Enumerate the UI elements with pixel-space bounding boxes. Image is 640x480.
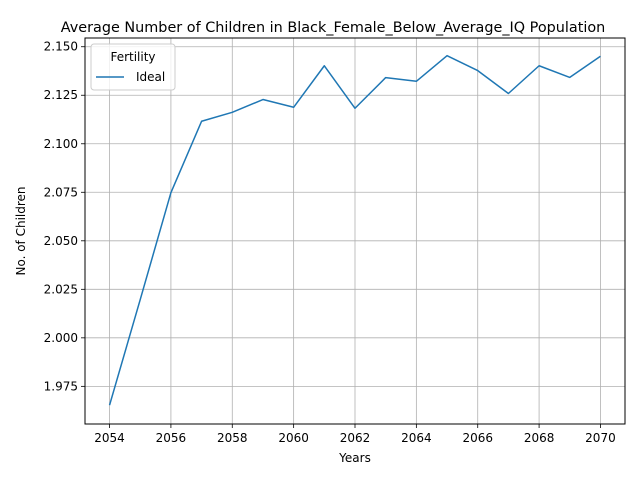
chart-title: Average Number of Children in Black_Fema… <box>61 20 606 36</box>
x-tick-label: 2060 <box>278 431 309 445</box>
y-tick-label: 2.025 <box>44 282 78 296</box>
x-tick-label: 2056 <box>156 431 187 445</box>
x-tick-label: 2070 <box>585 431 616 445</box>
x-tick-label: 2054 <box>94 431 125 445</box>
y-tick-label: 2.050 <box>44 234 78 248</box>
legend-label-ideal: Ideal <box>136 70 165 84</box>
x-tick-label: 2062 <box>340 431 371 445</box>
x-axis-label: Years <box>338 451 371 465</box>
x-tick-label: 2064 <box>401 431 432 445</box>
y-tick-label: 2.150 <box>44 40 78 54</box>
y-tick-label: 2.125 <box>44 88 78 102</box>
x-tick-label: 2066 <box>462 431 493 445</box>
series-layer <box>108 54 601 406</box>
x-axis: 2054 2056 2058 2060 2062 2064 2066 2068 2070 <box>94 424 616 445</box>
grid <box>85 38 625 424</box>
y-tick-label: 2.075 <box>44 185 78 199</box>
legend: Fertility Ideal <box>90 43 176 91</box>
y-tick-label: 1.975 <box>44 379 78 393</box>
legend-box <box>90 43 176 91</box>
legend-title: Fertility <box>110 50 155 64</box>
x-tick-label: 2068 <box>524 431 555 445</box>
x-tick-label: 2058 <box>217 431 248 445</box>
y-tick-label: 2.100 <box>44 137 78 151</box>
y-tick-label: 2.000 <box>44 331 78 345</box>
y-axis: 1.975 2.000 2.025 2.050 2.075 2.100 2.125 2.150 <box>44 40 85 393</box>
y-axis-label: No. of Children <box>14 186 28 275</box>
